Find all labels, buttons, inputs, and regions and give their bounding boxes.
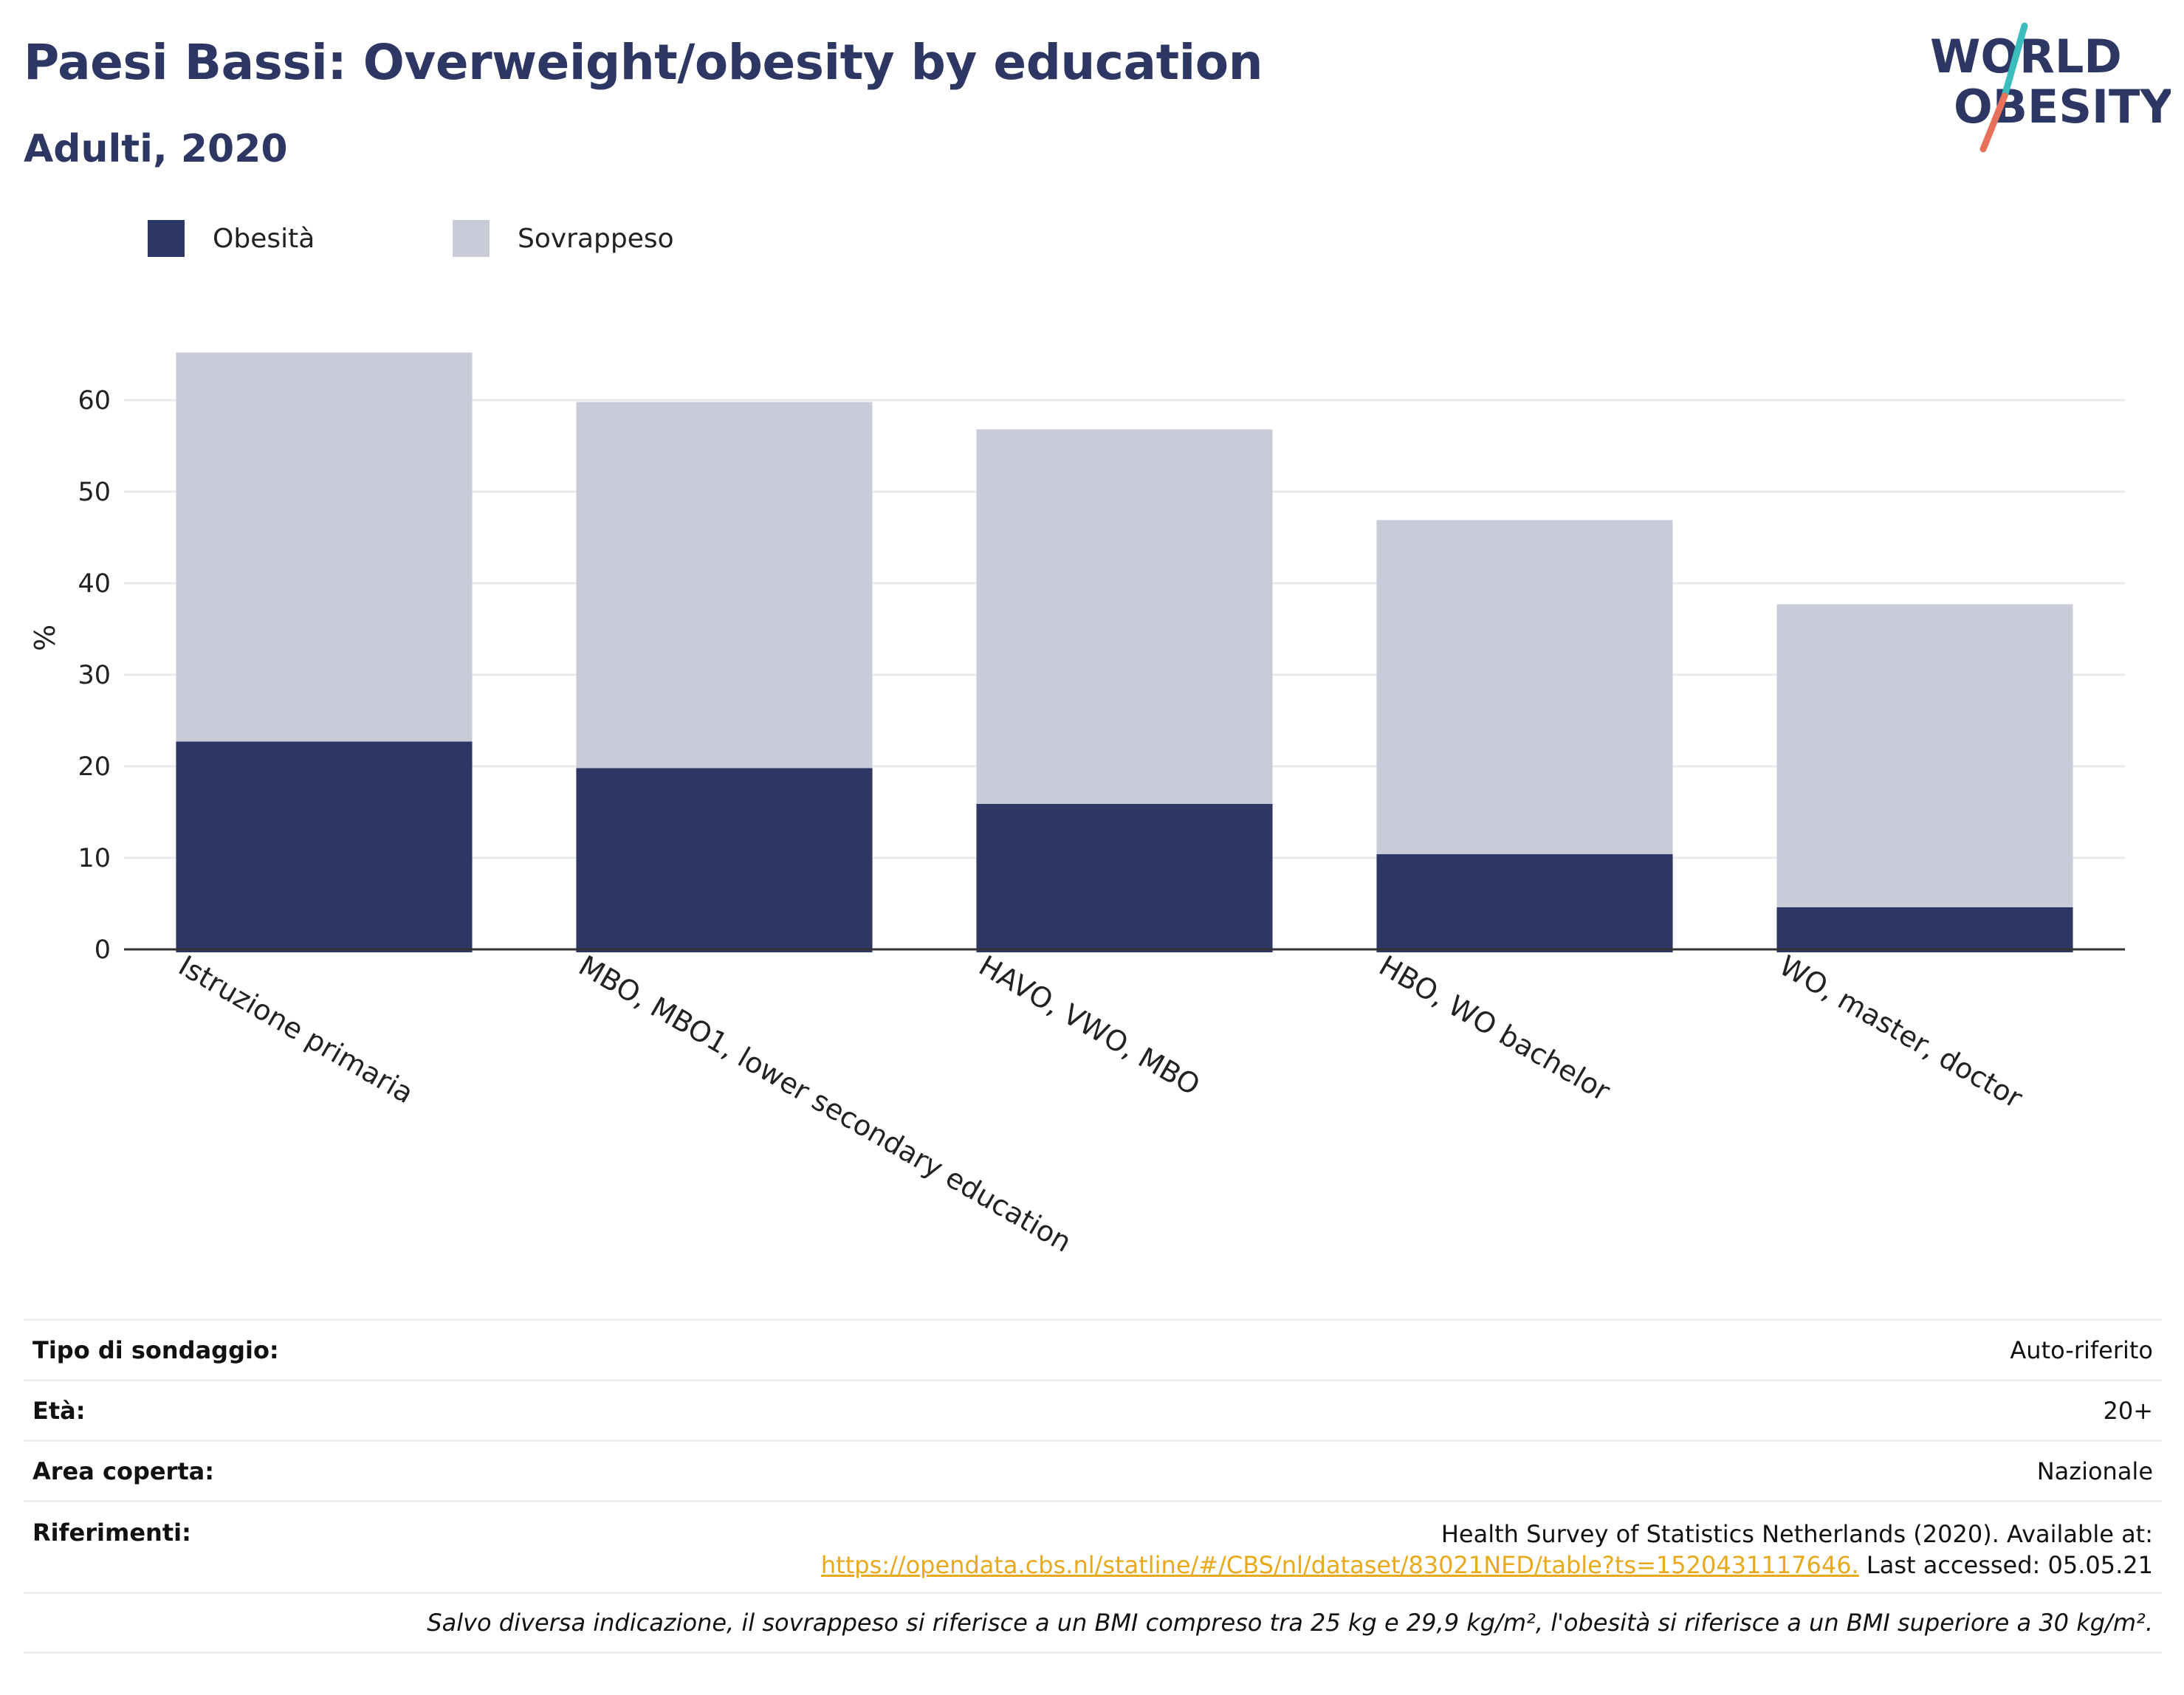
bar-overweight-3 — [976, 429, 1273, 804]
bar-obesity-4 — [1376, 854, 1673, 952]
x-tick-label-1: Istruzione primaria — [174, 949, 419, 1110]
legend-item-obesity[interactable]: Obesità — [148, 220, 315, 257]
y-tick-label-10: 10 — [78, 844, 111, 873]
y-tick-label-0: 0 — [95, 935, 111, 965]
info-label-age: Età: — [32, 1396, 86, 1425]
x-tick-label-5: WO, master, doctor — [1774, 949, 2028, 1115]
reference-link-line: https://opendata.cbs.nl/statline/#/CBS/n… — [821, 1550, 2153, 1581]
y-tick-label-50: 50 — [78, 478, 111, 507]
chart-title: Paesi Bassi: Overweight/obesity by educa… — [24, 34, 1263, 91]
bar-obesity-5 — [1776, 907, 2073, 952]
info-row-references: Riferimenti: Health Survey of Statistics… — [24, 1500, 2162, 1592]
legend-label-overweight: Sovrappeso — [518, 223, 674, 254]
info-label-area: Area coperta: — [32, 1457, 215, 1485]
info-row-area: Area coperta: Nazionale — [24, 1440, 2162, 1500]
legend-swatch-obesity — [148, 220, 185, 257]
info-row-survey-type: Tipo di sondaggio: Auto-riferito — [24, 1318, 2162, 1379]
x-tick-label-2: MBO, MBO1, lower secondary education — [574, 949, 1077, 1259]
y-tick-label-40: 40 — [78, 569, 111, 599]
y-tick-label-30: 30 — [78, 661, 111, 690]
legend-swatch-overweight — [453, 220, 490, 257]
y-tick-label-60: 60 — [78, 386, 111, 416]
bar-obesity-2 — [576, 768, 873, 952]
info-value-survey-type: Auto-riferito — [2010, 1335, 2153, 1364]
bar-overweight-1 — [176, 352, 473, 742]
reference-accessed: Last accessed: 05.05.21 — [1866, 1551, 2153, 1579]
logo-slash-coral — [1979, 92, 2008, 153]
bar-obesity-1 — [176, 741, 473, 952]
info-value-references: Health Survey of Statistics Netherlands … — [821, 1519, 2153, 1581]
legend-label-obesity: Obesità — [213, 223, 315, 254]
info-label-references: Riferimenti: — [32, 1519, 191, 1547]
info-row-note: Salvo diversa indicazione, il sovrappeso… — [24, 1592, 2162, 1654]
chart-subtitle: Adulti, 2020 — [24, 127, 288, 171]
bmi-definition-note: Salvo diversa indicazione, il sovrappeso… — [427, 1609, 2153, 1637]
info-row-age: Età: 20+ — [24, 1379, 2162, 1440]
logo-word-world: WORLD — [1930, 30, 2122, 83]
info-value-age: 20+ — [2103, 1396, 2153, 1425]
legend-item-overweight[interactable]: Sovrappeso — [453, 220, 674, 257]
bar-obesity-3 — [976, 803, 1273, 952]
y-tick-label-20: 20 — [78, 752, 111, 782]
stacked-bar-chart: 0 10 20 30 40 50 60% Istruzione primaria MBO, MB… — [29, 352, 2125, 1259]
info-value-area: Nazionale — [2036, 1457, 2153, 1485]
reference-text: Health Survey of Statistics Netherlands … — [1440, 1520, 2153, 1548]
x-tick-label-3: HAVO, VWO, MBO — [974, 949, 1206, 1102]
bar-overweight-2 — [576, 402, 873, 769]
bar-overweight-4 — [1376, 520, 1673, 855]
y-axis-label: % — [29, 625, 61, 651]
info-label-survey-type: Tipo di sondaggio: — [32, 1335, 279, 1364]
reference-link[interactable]: https://opendata.cbs.nl/statline/#/CBS/n… — [820, 1551, 1859, 1579]
logo-slash-teal — [2001, 22, 2028, 100]
world-obesity-logo: WORLD OBESITY — [1930, 22, 2171, 153]
bar-overweight-5 — [1776, 604, 2073, 907]
logo-word-obesity: OBESITY — [1954, 80, 2171, 134]
x-tick-label-4: HBO, WO bachelor — [1374, 949, 1616, 1108]
survey-info-table: Tipo di sondaggio: Auto-riferito Età: 20… — [24, 1318, 2162, 1654]
